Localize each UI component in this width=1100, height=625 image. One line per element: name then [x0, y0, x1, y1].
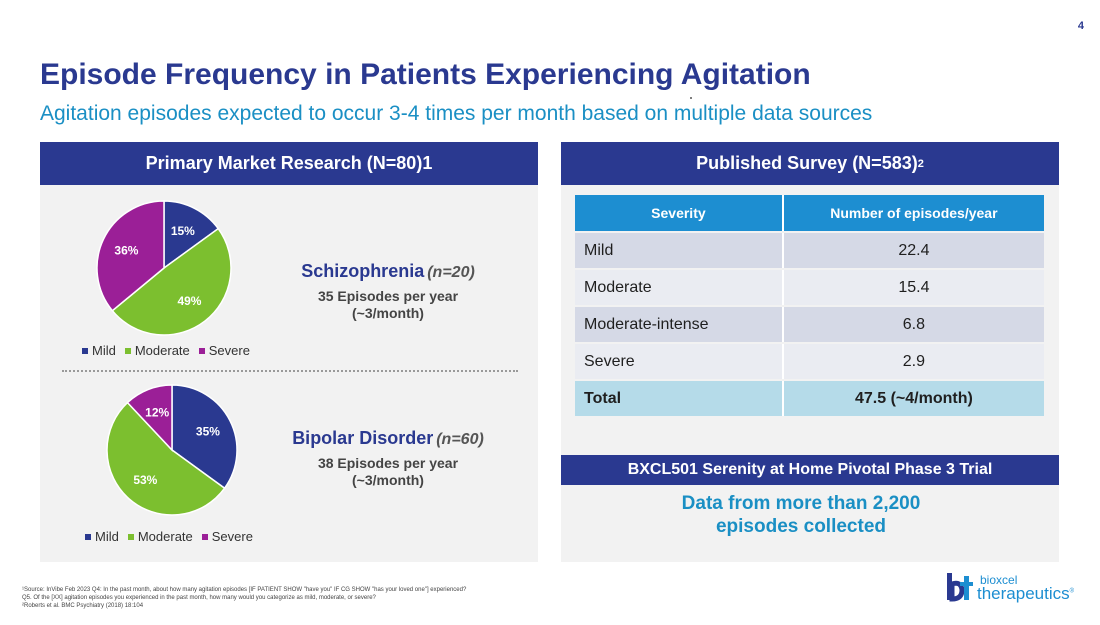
bipolar-n: (n=60)	[436, 431, 484, 448]
trial-line-1: Data from more than 2,200	[681, 493, 921, 514]
footnote-1: ¹Source: InVibe Feb 2023 Q4: In the past…	[22, 587, 467, 593]
column-header-severity: Severity	[575, 195, 782, 231]
legend-severe: Severe	[201, 529, 253, 544]
legend-moderate: Moderate	[127, 529, 193, 544]
pie-slice-mild	[171, 384, 238, 490]
legend-moderate-label: Moderate	[134, 343, 190, 358]
severity-cell: Moderate-intense	[575, 307, 782, 342]
episodes-cell: 15.4	[781, 270, 1044, 305]
trial-highlight: Data from more than 2,200 episodes colle…	[561, 492, 1041, 538]
table-total-row: Total 47.5 (~4/month)	[575, 381, 1044, 416]
market-research-header: Primary Market Research (N=80)1	[40, 142, 538, 185]
bioxcel-logo: bioxcel therapeutics®	[945, 570, 1090, 606]
panel-divider	[62, 370, 518, 372]
schizophrenia-title: Schizophrenia (n=20)	[278, 261, 498, 282]
legend-mild: Mild	[85, 529, 119, 544]
schizophrenia-pie-legend: Mild Moderate Severe	[82, 343, 250, 358]
severity-cell: Severe	[575, 344, 782, 379]
pie-label-mild: 15%	[171, 224, 195, 238]
legend-swatch-severe	[198, 347, 205, 354]
table-row: Moderate 15.4	[575, 270, 1044, 305]
bioxcel-logo-mark	[947, 573, 973, 602]
pie-label-severe: 12%	[145, 406, 169, 420]
pie-label-mild: 35%	[196, 425, 220, 439]
schizophrenia-episodes: 35 Episodes per year	[317, 288, 459, 304]
pie-slice-severe	[96, 200, 165, 312]
published-survey-footnote-mark: 2	[917, 157, 924, 170]
published-survey-header: Published Survey (N=583) 2	[561, 142, 1059, 185]
schizophrenia-n: (n=20)	[427, 264, 475, 281]
pie-slice-mild	[163, 200, 220, 270]
logo-therapeutics-text: therapeutics	[977, 584, 1070, 603]
schizophrenia-monthly: (~3/month)	[352, 305, 424, 321]
bipolar-pie-svg: 35% 53% 12%	[106, 384, 238, 516]
trial-line-2: episodes collected	[715, 516, 886, 537]
legend-swatch-moderate	[127, 533, 134, 540]
legend-severe: Severe	[198, 343, 250, 358]
schizophrenia-name: Schizophrenia	[301, 261, 425, 281]
legend-mild-label: Mild	[92, 343, 116, 358]
legend-moderate: Moderate	[124, 343, 190, 358]
table-row: Moderate-intense 6.8	[575, 307, 1044, 342]
pie-slice-severe	[126, 384, 173, 452]
schizophrenia-pie-svg: 15% 49% 36%	[96, 200, 232, 336]
legend-swatch-moderate	[124, 347, 131, 354]
logo-word-bioxcel: bioxcel	[980, 573, 1018, 587]
page-number: 4	[1077, 20, 1084, 32]
legend-swatch-mild	[82, 347, 88, 354]
logo-registered-mark: ®	[1069, 588, 1075, 595]
survey-table: Severity Number of episodes/year Mild 22…	[575, 193, 1044, 418]
legend-mild-label: Mild	[95, 529, 119, 544]
episodes-cell: 6.8	[781, 307, 1044, 342]
legend-swatch-mild	[85, 533, 91, 540]
footnote-1-cont: Q5. Of the [XX] agitation episodes you e…	[22, 595, 376, 601]
pie-label-moderate: 49%	[177, 294, 201, 308]
column-header-episodes: Number of episodes/year	[781, 195, 1044, 231]
bipolar-summary: Bipolar Disorder (n=60) 38 Episodes per y…	[278, 428, 498, 489]
severity-cell: Moderate	[575, 270, 782, 305]
total-label-cell: Total	[575, 381, 782, 416]
total-value-cell: 47.5 (~4/month)	[781, 381, 1044, 416]
episodes-cell: 2.9	[781, 344, 1044, 379]
episodes-cell: 22.4	[781, 233, 1044, 268]
schizophrenia-pie-chart: 15% 49% 36%	[95, 199, 233, 337]
stray-dot	[690, 97, 692, 99]
legend-swatch-severe	[201, 533, 208, 540]
legend-moderate-label: Moderate	[137, 529, 193, 544]
legend-severe-label: Severe	[208, 343, 250, 358]
survey-table-header-row: Severity Number of episodes/year	[575, 195, 1044, 231]
table-row: Mild 22.4	[575, 233, 1044, 268]
logo-word-therapeutics: therapeutics®	[977, 584, 1074, 604]
page-subtitle: Agitation episodes expected to occur 3-4…	[40, 102, 873, 125]
pie-slice-moderate	[111, 227, 232, 336]
footnote-2: ²Roberts et al. BMC Psychiatry (2018) 18…	[22, 603, 144, 609]
footnotes: ¹Source: InVibe Feb 2023 Q4: In the past…	[22, 586, 562, 610]
bipolar-pie-chart: 35% 53% 12%	[105, 383, 239, 517]
published-survey-header-text: Published Survey (N=583)	[696, 153, 918, 173]
schizophrenia-summary: Schizophrenia (n=20) 35 Episodes per year…	[278, 261, 498, 322]
pie-label-severe: 36%	[114, 243, 138, 257]
bipolar-monthly: (~3/month)	[352, 472, 424, 488]
pie-slice-moderate	[106, 401, 226, 516]
bipolar-pie-legend: Mild Moderate Severe	[85, 529, 253, 544]
severity-cell: Mild	[575, 233, 782, 268]
page-title: Episode Frequency in Patients Experienci…	[40, 58, 811, 91]
pie-label-moderate: 53%	[133, 473, 157, 487]
trial-header: BXCL501 Serenity at Home Pivotal Phase 3…	[561, 455, 1059, 485]
table-row: Severe 2.9	[575, 344, 1044, 379]
legend-mild: Mild	[82, 343, 116, 358]
bipolar-episodes: 38 Episodes per year	[317, 455, 459, 471]
bipolar-title: Bipolar Disorder (n=60)	[278, 428, 498, 449]
bipolar-name: Bipolar Disorder	[292, 428, 434, 448]
legend-severe-label: Severe	[211, 529, 253, 544]
